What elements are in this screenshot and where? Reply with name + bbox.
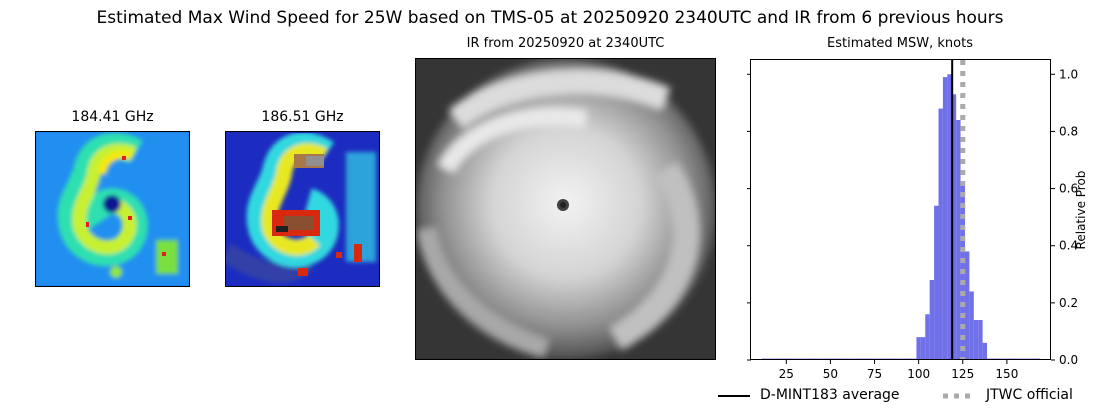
ir-image: [415, 58, 716, 360]
y-axis-ticks: 0.0 0.2 0.4 0.6 0.8 1.0: [747, 67, 1078, 367]
x-tick-label: 100: [907, 367, 930, 381]
x-tick-label: 50: [823, 367, 838, 381]
y-tick-label: 1.0: [1059, 67, 1078, 81]
mw2-panel-title: 186.51 GHz: [261, 109, 344, 125]
histogram-bar: [916, 337, 921, 360]
x-tick-label: 25: [779, 367, 794, 381]
y-tick-label: 0.0: [1059, 353, 1078, 367]
histogram-bar: [951, 94, 957, 361]
histogram-bars: [762, 74, 1040, 361]
y-tick-label: 0.6: [1059, 182, 1078, 196]
histogram-bar: [938, 108, 943, 360]
x-tick-label: 150: [995, 367, 1018, 381]
x-axis-ticks: 25 50 75 100 125 150: [779, 360, 1018, 381]
mw1-image: [35, 131, 190, 287]
histogram-bar: [925, 314, 930, 360]
y-tick-label: 0.2: [1059, 296, 1078, 310]
legend-average-swatch: [718, 395, 750, 397]
histogram-chart: 25 50 75 100 125 150 0.0 0.2 0.4 0.6 0.8 1.0 Relat…: [747, 59, 1088, 381]
histogram-bar: [920, 337, 926, 360]
histogram-bar: [973, 320, 979, 360]
mw1-panel-title: 184.41 GHz: [71, 109, 154, 125]
figure-title: Estimated Max Wind Speed for 25W based o…: [96, 8, 1004, 28]
histogram-bar: [942, 77, 948, 360]
mw2-image: [225, 131, 380, 287]
x-tick-label: 75: [867, 367, 882, 381]
plot-frame: [750, 59, 1051, 360]
reference-lines: [951, 60, 966, 360]
histogram-bar: [956, 120, 961, 360]
histogram-bar: [964, 251, 970, 360]
legend-jtwc-swatch: [943, 393, 975, 399]
ir-panel-title: IR from 20250920 at 2340UTC: [466, 36, 665, 51]
chart-title: Estimated MSW, knots: [827, 36, 973, 51]
histogram-bar: [978, 320, 983, 360]
x-tick-label: 125: [951, 367, 974, 381]
y-axis-label: Relative Prob: [1074, 171, 1088, 250]
histogram-bar: [934, 205, 939, 360]
histogram-bar: [929, 280, 935, 360]
y-tick-label: 0.8: [1059, 124, 1078, 138]
legend-jtwc-label: JTWC official: [986, 387, 1073, 403]
histogram-bar: [947, 74, 952, 361]
legend-average-label: D-MINT183 average: [760, 387, 900, 403]
chart-legend: D-MINT183 average JTWC official: [718, 384, 1098, 406]
y-tick-label: 0.4: [1059, 239, 1078, 253]
histogram-bar: [982, 342, 988, 360]
histogram-bar: [969, 291, 974, 360]
